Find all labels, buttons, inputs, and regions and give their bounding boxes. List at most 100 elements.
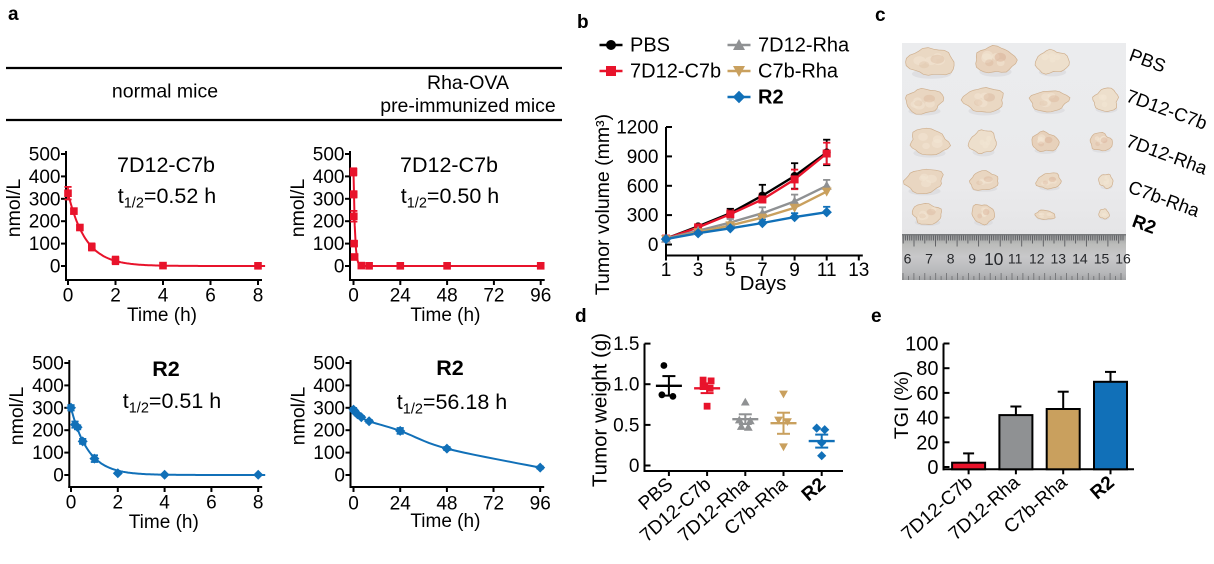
svg-text:600: 600 — [627, 176, 659, 197]
svg-text:13: 13 — [848, 260, 869, 281]
svg-text:0: 0 — [348, 494, 359, 515]
svg-text:6: 6 — [206, 493, 217, 514]
svg-text:300: 300 — [32, 398, 64, 419]
svg-text:300: 300 — [313, 189, 345, 210]
svg-text:7D12-C7b: 7D12-C7b — [117, 153, 215, 177]
svg-text:0: 0 — [629, 456, 640, 477]
svg-text:Days: Days — [740, 272, 787, 295]
svg-text:7: 7 — [925, 251, 933, 267]
svg-text:200: 200 — [313, 421, 345, 442]
svg-text:7D12-Rha: 7D12-Rha — [758, 35, 850, 57]
svg-text:60: 60 — [916, 383, 938, 405]
svg-text:a: a — [8, 4, 19, 25]
svg-text:48: 48 — [436, 494, 457, 515]
svg-text:0: 0 — [334, 257, 345, 278]
svg-text:5: 5 — [725, 260, 736, 281]
svg-text:900: 900 — [627, 147, 659, 168]
svg-text:96: 96 — [530, 494, 551, 515]
svg-text:10: 10 — [984, 249, 1004, 269]
svg-text:nmol/L: nmol/L — [287, 179, 309, 238]
svg-text:6: 6 — [904, 251, 912, 267]
svg-text:R2: R2 — [436, 356, 464, 380]
svg-text:0.5: 0.5 — [613, 415, 639, 436]
svg-text:0: 0 — [50, 257, 61, 278]
svg-text:1.0: 1.0 — [613, 375, 639, 396]
svg-text:14: 14 — [1072, 251, 1088, 267]
svg-text:100: 100 — [313, 443, 345, 464]
svg-text:500: 500 — [32, 354, 64, 375]
svg-text:Tumor weight (g): Tumor weight (g) — [589, 333, 612, 487]
svg-text:Rha-OVA: Rha-OVA — [427, 72, 509, 94]
svg-text:b: b — [577, 12, 589, 33]
svg-text:11: 11 — [1008, 251, 1023, 267]
svg-text:2: 2 — [110, 286, 121, 307]
svg-text:100: 100 — [29, 234, 61, 255]
svg-text:6: 6 — [205, 286, 216, 307]
svg-text:TGI (%): TGI (%) — [891, 371, 913, 439]
svg-text:0: 0 — [348, 286, 359, 307]
svg-text:200: 200 — [32, 421, 64, 442]
svg-text:300: 300 — [29, 189, 61, 210]
svg-text:Time (h): Time (h) — [129, 512, 199, 533]
svg-text:20: 20 — [916, 432, 938, 454]
svg-text:1200: 1200 — [616, 118, 658, 139]
svg-text:8: 8 — [253, 493, 264, 514]
svg-text:3: 3 — [693, 260, 704, 281]
svg-text:R2: R2 — [152, 357, 180, 381]
svg-text:PBS: PBS — [630, 35, 670, 57]
svg-text:0: 0 — [63, 286, 74, 307]
svg-text:72: 72 — [483, 286, 504, 307]
svg-text:R2: R2 — [758, 87, 784, 109]
svg-text:200: 200 — [313, 212, 345, 233]
svg-text:C7b-Rha: C7b-Rha — [758, 61, 839, 83]
svg-text:Time (h): Time (h) — [410, 511, 480, 532]
svg-text:200: 200 — [29, 212, 61, 233]
svg-text:pre-immunized mice: pre-immunized mice — [380, 95, 556, 117]
svg-text:8: 8 — [253, 286, 264, 307]
svg-text:400: 400 — [313, 376, 345, 397]
svg-text:normal mice: normal mice — [112, 81, 218, 103]
svg-text:48: 48 — [437, 286, 458, 307]
svg-text:Time (h): Time (h) — [410, 305, 480, 326]
svg-text:1.5: 1.5 — [613, 334, 639, 355]
svg-text:300: 300 — [313, 398, 345, 419]
svg-text:500: 500 — [313, 145, 345, 166]
svg-text:7: 7 — [757, 260, 768, 281]
svg-text:0: 0 — [334, 466, 345, 487]
svg-text:9: 9 — [968, 251, 976, 267]
svg-text:400: 400 — [29, 167, 61, 188]
svg-text:t1/2=56.18 h: t1/2=56.18 h — [397, 390, 507, 418]
svg-text:7D12-C7b: 7D12-C7b — [400, 153, 498, 177]
svg-text:Time (h): Time (h) — [127, 305, 197, 326]
svg-text:nmol/L: nmol/L — [288, 387, 310, 446]
svg-text:24: 24 — [390, 286, 412, 307]
svg-text:72: 72 — [483, 494, 504, 515]
svg-text:0: 0 — [53, 466, 64, 487]
svg-text:400: 400 — [313, 167, 345, 188]
svg-text:96: 96 — [530, 286, 551, 307]
svg-text:80: 80 — [916, 358, 938, 380]
svg-text:12: 12 — [1029, 251, 1045, 267]
svg-text:40: 40 — [916, 408, 938, 430]
svg-text:nmol/L: nmol/L — [6, 387, 28, 446]
svg-text:2: 2 — [113, 493, 124, 514]
svg-text:11: 11 — [817, 260, 837, 281]
svg-text:300: 300 — [627, 206, 659, 227]
svg-text:100: 100 — [313, 234, 345, 255]
svg-text:500: 500 — [29, 145, 61, 166]
svg-text:24: 24 — [390, 494, 412, 515]
svg-text:Tumor volume (mm³): Tumor volume (mm³) — [592, 114, 614, 295]
svg-text:15: 15 — [1094, 251, 1110, 267]
svg-text:7D12-C7b: 7D12-C7b — [630, 61, 721, 83]
svg-text:c: c — [875, 5, 886, 26]
svg-text:0: 0 — [927, 457, 938, 479]
svg-text:100: 100 — [905, 334, 938, 356]
svg-text:400: 400 — [32, 376, 64, 397]
svg-text:100: 100 — [32, 443, 64, 464]
svg-text:13: 13 — [1051, 251, 1067, 267]
svg-text:4: 4 — [159, 493, 170, 514]
svg-text:500: 500 — [313, 354, 345, 375]
svg-text:d: d — [575, 306, 587, 327]
svg-text:9: 9 — [789, 260, 800, 281]
svg-text:8: 8 — [947, 251, 955, 267]
